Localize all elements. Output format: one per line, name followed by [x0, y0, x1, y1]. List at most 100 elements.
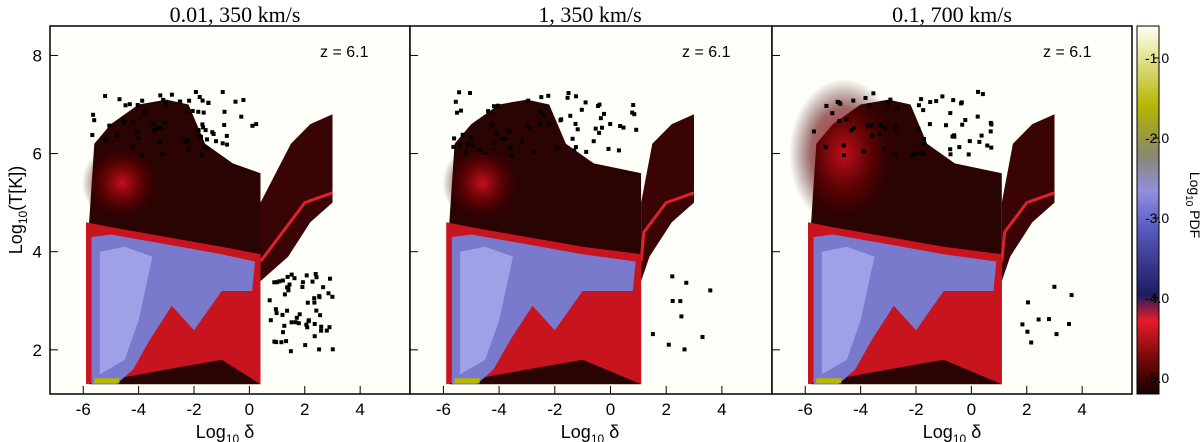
panel-1-warm-gas-glow — [82, 143, 162, 224]
colorbar-label-sub: 10 — [1183, 195, 1194, 207]
panel-1-outlier-point — [312, 296, 317, 301]
panel-1-outlier-point — [123, 103, 128, 108]
panel-1-outlier-point — [330, 347, 335, 352]
panel-3-outlier-point — [877, 132, 882, 136]
panel-1-outlier-point — [250, 123, 255, 128]
panel-1-outlier-point — [206, 100, 211, 105]
panel-1-outlier-point — [151, 121, 156, 126]
panel-1-outlier-point — [268, 318, 273, 323]
colorbar-ticks: -1.0 -2.0 -3.0 -4.0 -5.0 — [1145, 50, 1169, 386]
panel-2-outlier-point — [630, 110, 635, 115]
panel-2-outlier-point — [621, 125, 626, 130]
panel-2-outlier-point — [616, 148, 621, 153]
panel-2-outlier-point — [458, 143, 463, 148]
panel-3-outlier-point — [976, 89, 980, 94]
panel-3-outlier-point — [919, 97, 924, 102]
panel-1-outlier-point — [275, 280, 279, 285]
panel-1-outlier-point — [131, 119, 135, 124]
panel-2-outlier-point — [507, 129, 512, 134]
panel-2-outlier-point — [574, 94, 578, 99]
panel-3-outlier-point — [922, 137, 926, 141]
panel-1-outlier-point — [205, 146, 210, 151]
panel-3-outlier-point — [811, 129, 816, 134]
panel-2-outlier-point — [573, 121, 578, 126]
panel-1-outlier-point — [115, 133, 120, 138]
colorbar-tick-label: -2.0 — [1145, 130, 1169, 146]
panel-3-outlier-point — [863, 96, 868, 100]
panel-1-x-tick-label: -4 — [131, 400, 146, 419]
panel-2-outlier-point — [570, 136, 575, 141]
colorbar-label-base: Log — [1187, 172, 1200, 195]
panel-2-x-tick-label: -2 — [547, 400, 562, 419]
panel-1-outlier-point — [199, 135, 203, 139]
panel-1-outlier-point — [156, 126, 161, 131]
panel-2-outlier-point — [455, 110, 459, 115]
panel-3-outlier-point — [1026, 300, 1030, 305]
panel-1-outlier-point — [279, 340, 284, 345]
panel-1-outlier-point — [326, 291, 331, 296]
panel-2-outlier-point — [597, 130, 602, 135]
panel-2-outlier-point — [460, 132, 465, 137]
panel-3-xlabel-sub: 10 — [953, 432, 967, 442]
panel-1-outlier-point — [220, 90, 225, 94]
panel-1-outlier-point — [254, 122, 259, 127]
panel-1-outlier-point — [297, 312, 302, 317]
panel-3-outlier-point — [841, 153, 846, 158]
panel-2-outlier-point — [678, 299, 683, 304]
panel-1-outlier-point — [287, 282, 292, 287]
panel-2-outlier-point — [466, 142, 471, 146]
panel-1-outlier-point — [193, 90, 198, 94]
panel-1-densest-core — [99, 246, 153, 375]
panel-2-outlier-point — [572, 148, 577, 153]
panel-3-x-tick-label: 4 — [1077, 400, 1086, 419]
panel-1-xlabel-sub: 10 — [226, 432, 240, 442]
panel-2-outlier-point — [684, 280, 689, 285]
panel-3-outlier-point — [844, 117, 849, 122]
panel-2-x-tick-label: 0 — [606, 400, 615, 419]
panel-1-y-tick-label: 4 — [33, 243, 42, 262]
panel-1-plot — [82, 90, 335, 385]
panel-1-peak-density — [94, 378, 120, 384]
panel-2-warm-gas-glow — [442, 143, 523, 224]
panel-2-outlier-point — [508, 146, 513, 151]
panel-1-outlier-point — [317, 347, 322, 352]
panel-3-x-tick-label: -4 — [853, 400, 868, 419]
panel-1-outlier-point — [274, 311, 279, 316]
panel-1-outlier-point — [273, 307, 278, 312]
panel-1-outlier-point — [280, 312, 285, 317]
panel-1-outlier-point — [289, 272, 294, 277]
panel-1-xlabel-base: Log — [196, 422, 226, 442]
panel-2-outlier-point — [606, 146, 611, 151]
panel-3-outlier-point — [959, 100, 964, 105]
panel-2-outlier-point — [463, 150, 468, 155]
panel-3-outlier-point — [963, 118, 968, 122]
panel-1-high-density-branch — [260, 114, 333, 291]
panel-2-outlier-point — [547, 121, 552, 126]
panel-1-outlier-point — [163, 121, 168, 125]
panel-2-outlier-point — [583, 100, 588, 105]
panel-2-outlier-point — [670, 299, 675, 303]
panel-3-outlier-point — [865, 123, 869, 128]
panel-2-outlier-point — [519, 139, 524, 144]
panel-3-outlier-point — [837, 118, 842, 123]
colorbar-tick-label: -1.0 — [1145, 50, 1169, 66]
panel-3-outlier-point — [948, 152, 953, 157]
panel-1-outlier-point — [160, 152, 165, 157]
panel-2-outlier-point — [608, 122, 613, 126]
panel-3-outlier-point — [1029, 340, 1034, 345]
panel-2: 1, 350 km/s z = 6.1 -6 -4 -2 0 2 4 Log10 δ — [409, 2, 773, 442]
panel-3-outlier-point — [823, 144, 828, 149]
panel-2-x-ticks: -6 -4 -2 0 2 4 — [436, 386, 727, 419]
panel-1-outlier-point — [222, 123, 227, 127]
panel-2-peak-density — [454, 378, 480, 384]
panel-3-outlier-point — [867, 103, 872, 107]
panel-1-outlier-point — [285, 285, 290, 290]
panel-3-outlier-point — [951, 98, 956, 103]
panel-1-outlier-point — [152, 128, 157, 132]
panel-2-outlier-point — [593, 126, 598, 131]
panel-3-x-tick-label: 2 — [1022, 400, 1031, 419]
panel-3-outlier-point — [885, 101, 890, 106]
panel-1-outlier-point — [183, 140, 188, 144]
panel-1-outlier-point — [294, 315, 299, 320]
panel-2-outlier-point — [527, 126, 532, 131]
